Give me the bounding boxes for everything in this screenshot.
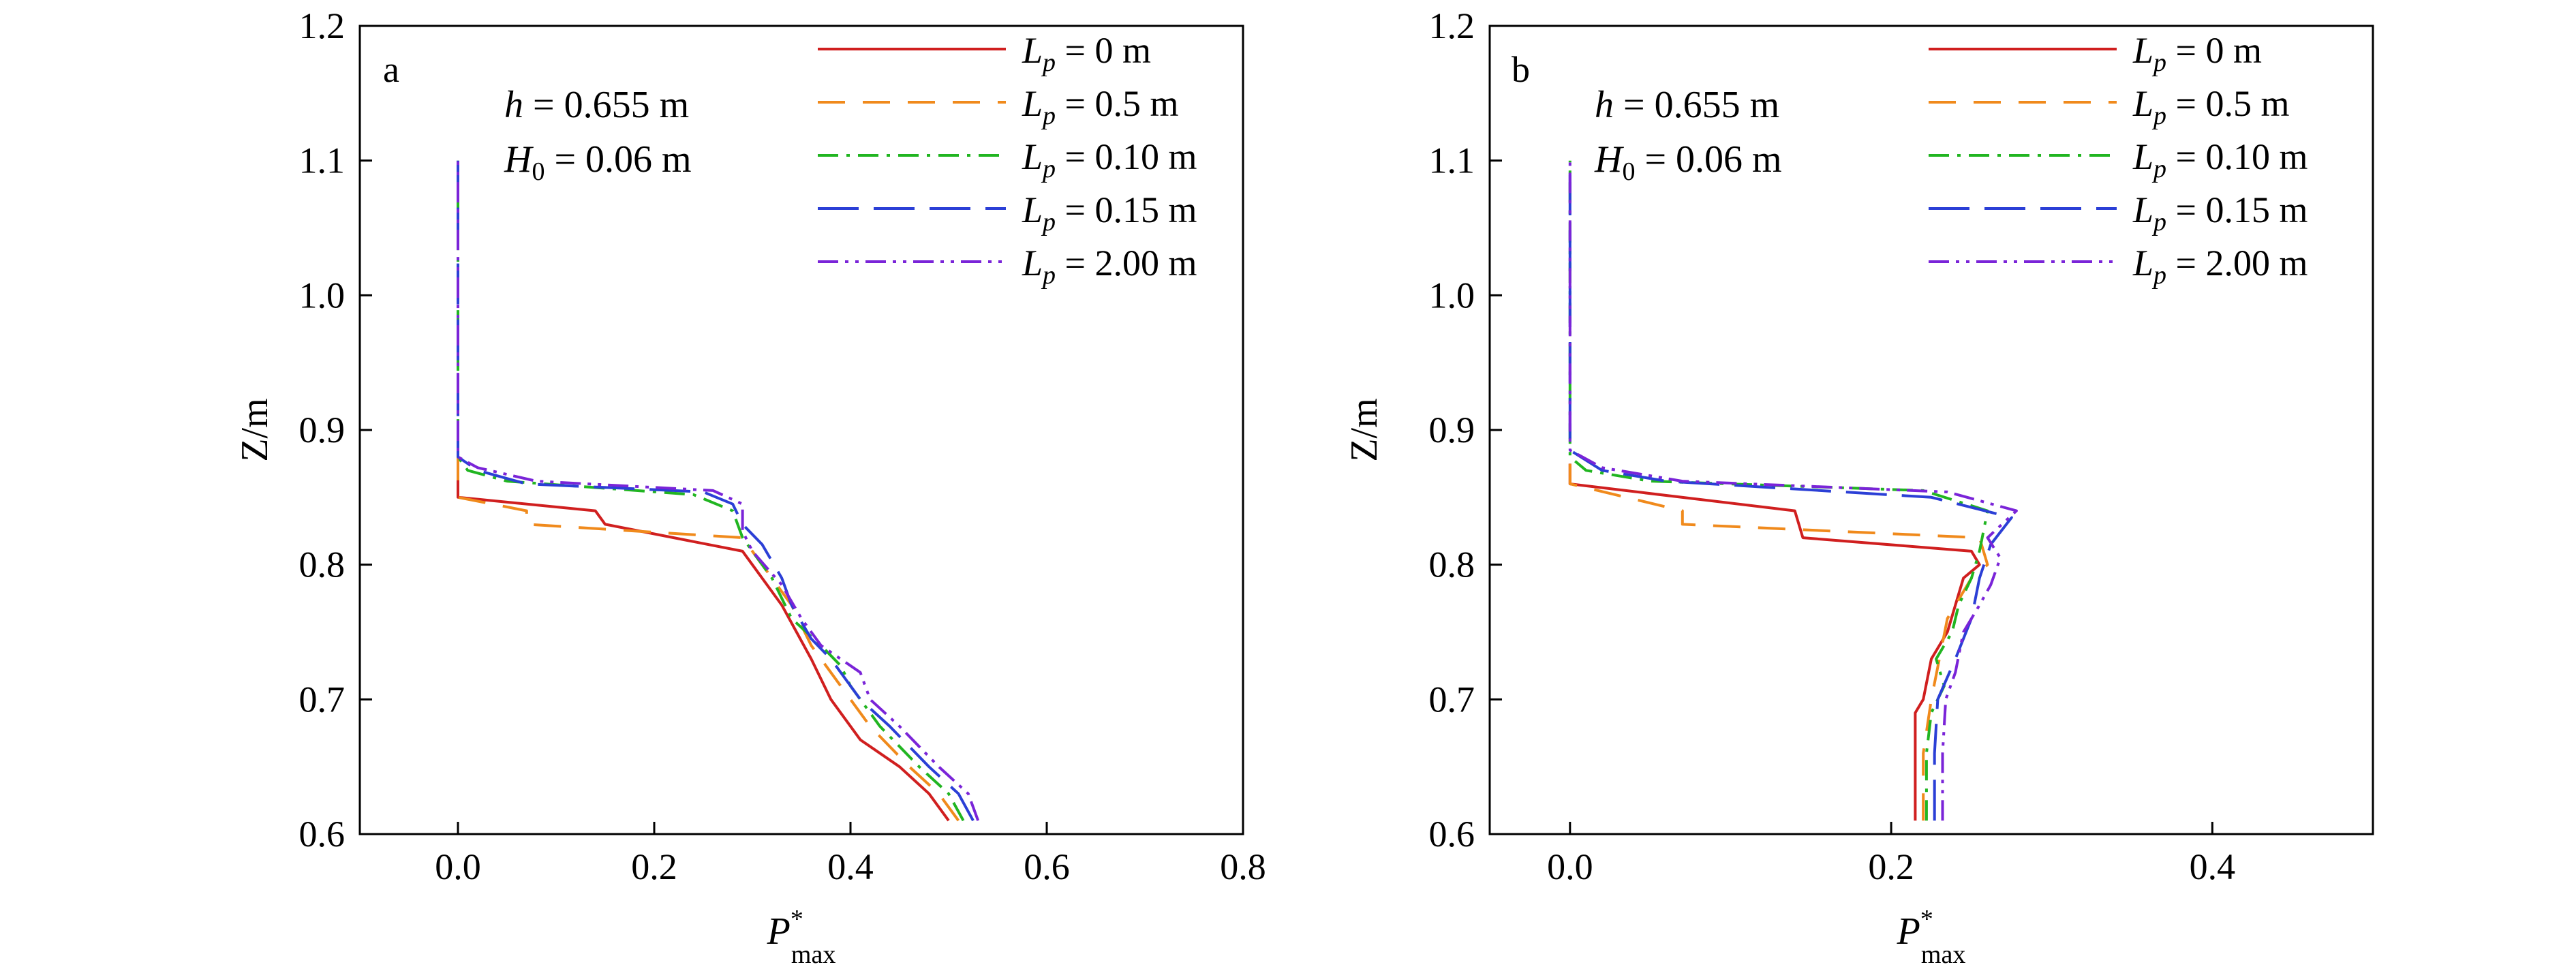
series-line-1	[1568, 463, 1981, 821]
y-axis-title: Z/m	[234, 398, 276, 461]
legend-label: Lp = 0 m	[2132, 30, 2262, 77]
x-tick-label: 0.2	[1868, 846, 1914, 887]
series-line-3	[457, 160, 965, 822]
y-tick-label: 1.1	[299, 140, 346, 181]
y-tick-label: 1.0	[1429, 275, 1475, 316]
x-tick-label: 0.4	[2190, 846, 2236, 887]
chart-panel-b: 0.0 0.2 0.4 0.6 0.7 0.8 0.9 1.0 1.1 1.2 b h = 0.6…	[1343, 5, 2374, 969]
y-tick-label: 0.8	[299, 544, 346, 585]
annotation-wave-height: H0 = 0.06 m	[504, 138, 692, 186]
chart-panel-a: 0.0 0.2 0.4 0.6 0.8 0.6 0.7 0.8 0.9 1.0 1.1 1.2 a h…	[234, 5, 1266, 969]
legend-label: Lp = 0.5 m	[1022, 83, 1179, 130]
annotation-water-depth: h = 0.655 m	[1595, 84, 1779, 126]
axis-ticks: 0.0 0.2 0.4 0.6 0.8 0.6 0.7 0.8 0.9 1.0 1.1 1.2	[299, 5, 1266, 887]
legend-label: Lp = 2.00 m	[1022, 243, 1197, 290]
legend-label: Lp = 0.10 m	[2132, 136, 2308, 183]
series-line-1	[457, 463, 950, 822]
legend: Lp = 0 m Lp = 0.5 m Lp = 0.10 m Lp = 0.15 m…	[818, 30, 1197, 290]
series-line-2	[457, 457, 960, 822]
series-line-2	[1568, 457, 1989, 821]
legend-label: Lp = 0.15 m	[1022, 189, 1197, 236]
x-tick-label: 0.8	[1220, 846, 1266, 887]
y-tick-label: 1.2	[299, 5, 346, 46]
axis-ticks: 0.0 0.2 0.4 0.6 0.7 0.8 0.9 1.0 1.1 1.2	[1429, 5, 2236, 887]
series-lines	[1568, 160, 2018, 821]
series-line-5	[1568, 160, 2018, 821]
series-line-5	[457, 160, 980, 821]
x-tick-label: 0.4	[827, 846, 874, 887]
x-tick-label: 0.0	[435, 846, 481, 887]
series-lines	[457, 160, 980, 822]
series-line-3	[1568, 160, 1989, 821]
y-tick-label: 0.7	[299, 679, 346, 720]
legend-label: Lp = 0.5 m	[2132, 83, 2290, 130]
y-tick-label: 1.0	[299, 275, 346, 316]
panel-label: b	[1512, 49, 1530, 90]
annotation-wave-height: H0 = 0.06 m	[1594, 138, 1782, 186]
x-axis-title: P* max	[767, 905, 836, 969]
legend: Lp = 0 m Lp = 0.5 m Lp = 0.10 m Lp = 0.15 m…	[1929, 30, 2308, 290]
panel-label: a	[383, 49, 399, 90]
series-line-4	[457, 160, 975, 822]
legend-label: Lp = 0.10 m	[1022, 136, 1197, 183]
y-tick-label: 1.2	[1429, 5, 1475, 46]
y-tick-label: 0.7	[1429, 679, 1475, 720]
x-tick-label: 0.2	[631, 846, 677, 887]
y-tick-label: 1.1	[1429, 140, 1475, 181]
x-tick-label: 0.6	[1024, 846, 1070, 887]
y-tick-label: 0.6	[1429, 814, 1475, 855]
x-tick-label: 0.0	[1547, 846, 1593, 887]
y-tick-label: 0.8	[1429, 544, 1475, 585]
legend-label: Lp = 2.00 m	[2132, 243, 2308, 290]
legend-label: Lp = 0.15 m	[2132, 189, 2308, 236]
y-tick-label: 0.6	[299, 814, 346, 855]
y-tick-label: 0.9	[299, 410, 346, 450]
y-axis-title: Z/m	[1343, 398, 1385, 461]
legend-label: Lp = 0 m	[1022, 30, 1151, 77]
annotation-water-depth: h = 0.655 m	[504, 84, 689, 126]
x-axis-title: P* max	[1897, 905, 1966, 969]
y-tick-label: 0.9	[1429, 410, 1475, 450]
